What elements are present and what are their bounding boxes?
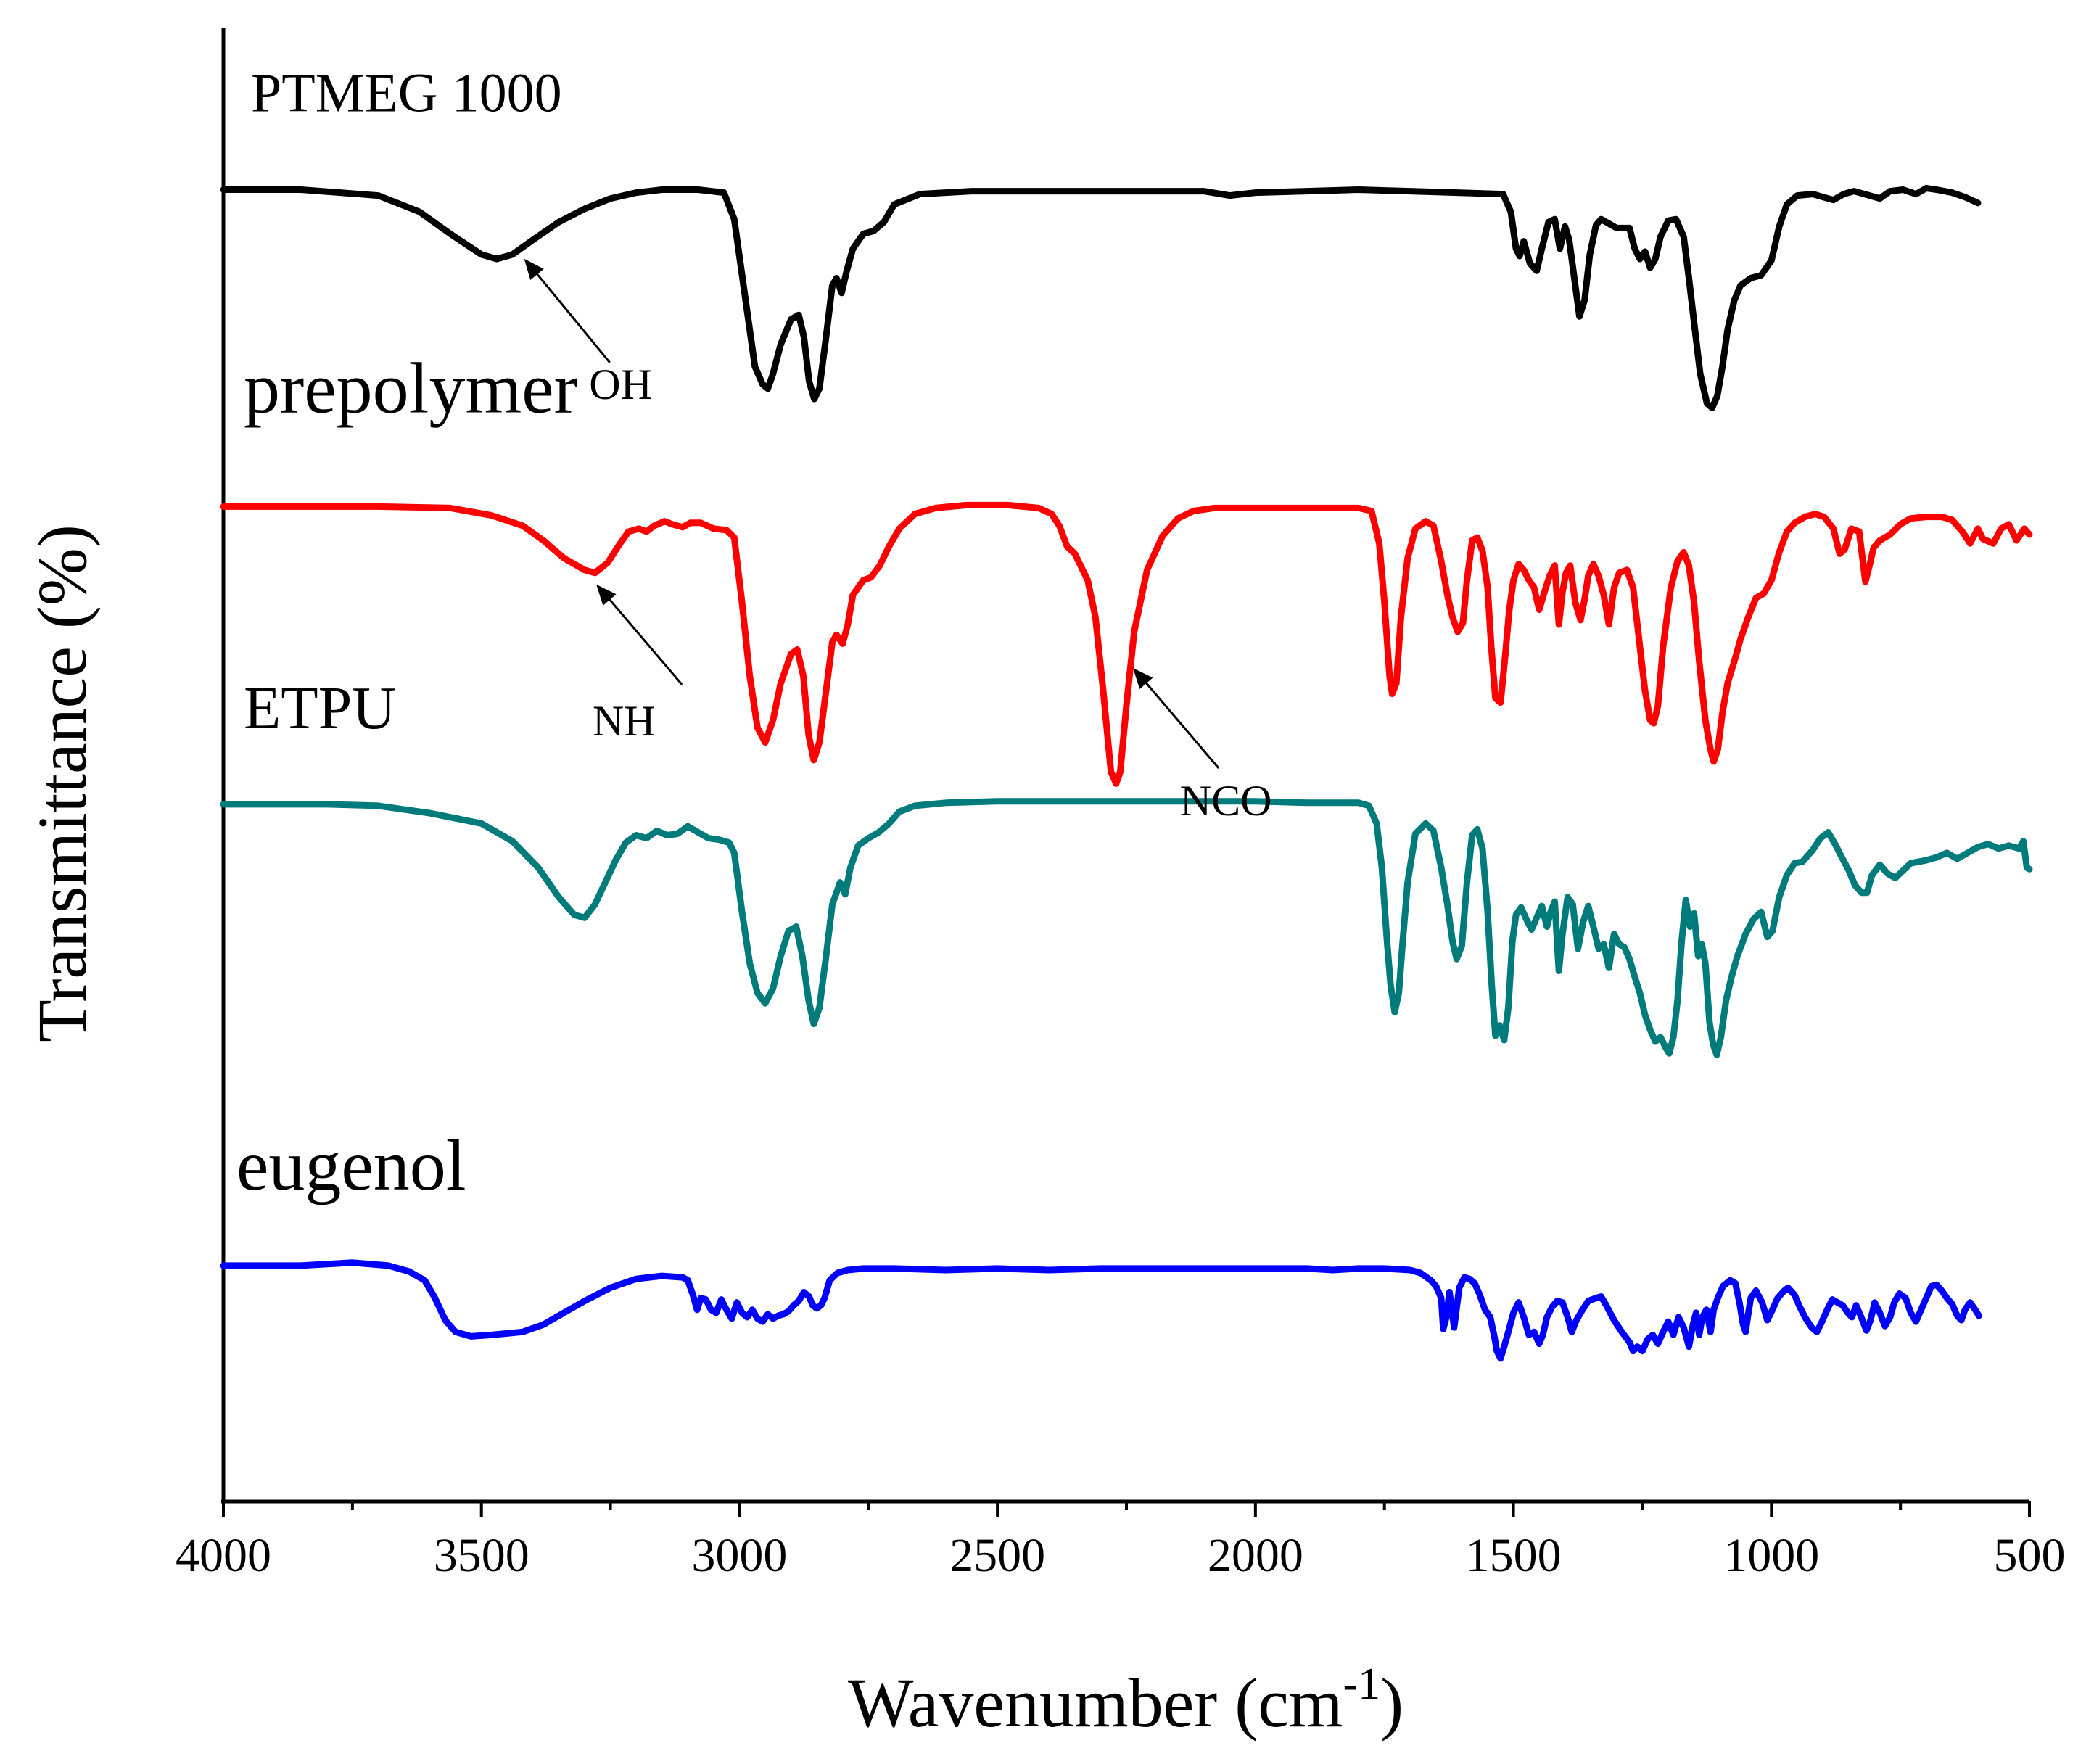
series-line-ptmeg-1000: [220, 185, 1982, 411]
annotation-label-nco: NCO: [1180, 777, 1272, 825]
x-tick-label: 3000: [691, 1529, 787, 1582]
annotation-label-nh: NH: [593, 697, 656, 745]
annotation-arrowhead-oh: [524, 258, 544, 280]
series-label-etpu: ETPU: [244, 675, 396, 742]
series-line-eugenol: [220, 1259, 1982, 1362]
series-line-etpu: [220, 798, 2033, 1058]
series-line-prepolymer: [220, 501, 2033, 787]
x-ticks: [222, 1501, 2031, 1517]
x-axis-title-close: ): [1380, 1664, 1403, 1742]
series-label-prepolymer: prepolymer: [244, 347, 578, 428]
x-tick-labels: 4000 3500 3000 2500 2000 1500 1000 500: [176, 1529, 2066, 1582]
series-labels: PTMEG 1000 prepolymer ETPU eugenol: [236, 63, 578, 1205]
series-lines: [220, 185, 2033, 1362]
annotations: OH NH NCO: [524, 258, 1272, 825]
x-tick-label: 2000: [1208, 1529, 1303, 1582]
plot-frame: [221, 28, 2029, 1504]
annotation-arrow-oh: [526, 260, 611, 363]
annotation-arrow-nh: [598, 586, 683, 685]
x-tick-label: 1500: [1466, 1529, 1562, 1582]
x-tick-label: 1000: [1723, 1529, 1819, 1582]
series-label-ptmeg-1000: PTMEG 1000: [251, 63, 562, 124]
annotation-label-oh: OH: [589, 360, 652, 408]
x-tick-label: 2500: [949, 1529, 1045, 1582]
x-axis-title-superscript: -1: [1343, 1660, 1381, 1709]
y-axis-title: Transmittance (%): [23, 524, 101, 1042]
annotation-arrow-nco: [1134, 670, 1220, 769]
x-tick-label: 3500: [434, 1529, 529, 1582]
annotation-arrowhead-nco: [1133, 667, 1153, 690]
annotation-arrowhead-nh: [596, 584, 617, 606]
x-tick-label: 4000: [176, 1529, 271, 1582]
x-tick-label: 500: [1994, 1529, 2066, 1582]
x-axis-title: Wavenumber (cm-1): [848, 1660, 1403, 1742]
series-label-eugenol: eugenol: [236, 1125, 466, 1205]
